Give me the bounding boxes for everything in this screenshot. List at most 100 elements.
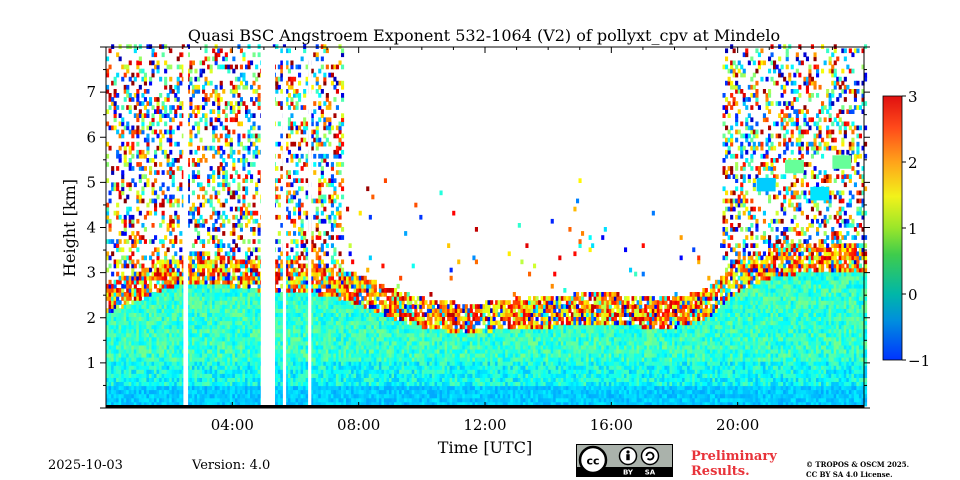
heatmap-cell (300, 153, 304, 159)
heatmap-cell (207, 227, 211, 232)
heatmap-cell (143, 279, 147, 285)
heatmap-cell (138, 68, 142, 74)
heatmap-cell (166, 389, 170, 395)
heatmap-cell (151, 344, 155, 350)
heatmap-cell (287, 401, 291, 407)
heatmap-cell (128, 129, 132, 135)
heatmap-cell (219, 259, 223, 265)
heatmap-cell (126, 393, 130, 399)
heatmap-cell (214, 267, 218, 273)
heatmap-cell (138, 101, 142, 106)
heatmap-cell (290, 296, 294, 301)
heatmap-cell (245, 267, 249, 273)
heatmap-cell (287, 279, 291, 285)
heatmap-cell (214, 312, 218, 317)
heatmap-cell (123, 97, 127, 102)
heatmap-cell (280, 296, 284, 301)
heatmap-cell (247, 328, 251, 334)
heatmap-cell (212, 328, 216, 334)
heatmap-cell (212, 316, 216, 322)
heatmap-cell (108, 308, 112, 313)
heatmap-cell (126, 389, 130, 395)
heatmap-cell (118, 288, 122, 293)
heatmap-cell (217, 145, 221, 151)
heatmap-cell (217, 320, 221, 326)
heatmap-cell (212, 348, 216, 354)
heatmap-cell (154, 320, 158, 326)
heatmap-cell (151, 393, 155, 399)
heatmap-cell (219, 153, 223, 159)
heatmap-cell (285, 361, 289, 366)
heatmap-cell (209, 214, 213, 220)
heatmap-cell (207, 263, 211, 269)
heatmap-cell (224, 320, 228, 326)
heatmap-cell (126, 324, 130, 330)
heatmap-cell (257, 369, 261, 374)
heatmap-cell (189, 97, 193, 102)
heatmap-cell (247, 344, 251, 350)
heatmap-cell (333, 76, 337, 82)
heatmap-cell (290, 283, 294, 289)
heatmap-cell (136, 361, 140, 366)
heatmap-cell (141, 174, 145, 179)
heatmap-cell (300, 263, 304, 269)
heatmap-cell (128, 296, 132, 301)
heatmap-cell (151, 369, 155, 374)
heatmap-cell (285, 267, 289, 273)
heatmap-cell (250, 381, 254, 387)
heatmap-cell (156, 247, 160, 253)
heatmap-cell (136, 247, 140, 253)
heatmap-cell (189, 210, 193, 216)
heatmap-cell (214, 279, 218, 285)
heatmap-cell (121, 76, 125, 82)
heatmap-cell (275, 348, 279, 354)
heatmap-cell (234, 283, 238, 289)
heatmap-cell (176, 267, 180, 273)
heatmap-cell (176, 316, 180, 322)
heatmap-cell (156, 255, 160, 261)
heatmap-cell (138, 357, 142, 362)
heatmap-cell (171, 129, 175, 135)
heatmap-cell (290, 332, 294, 338)
heatmap-cell (212, 153, 216, 159)
heatmap-cell (128, 401, 132, 407)
heatmap-cell (257, 304, 261, 309)
heatmap-cell (257, 397, 261, 403)
heatmap-cell (149, 279, 153, 285)
heatmap-cell (207, 324, 211, 330)
heatmap-cell (113, 373, 117, 378)
heatmap-cell (214, 344, 218, 350)
heatmap-cell (204, 401, 208, 407)
heatmap-cell (181, 105, 185, 110)
heatmap-cell (149, 255, 153, 261)
heatmap-cell (133, 48, 137, 54)
heatmap-cell (252, 361, 256, 366)
heatmap-cell (330, 255, 334, 261)
heatmap-cell (298, 292, 302, 297)
heatmap-cell (149, 357, 153, 362)
heatmap-cell (194, 340, 198, 346)
heatmap-cell (106, 202, 110, 208)
heatmap-cell (229, 255, 233, 261)
heatmap-cell (250, 344, 254, 350)
heatmap-cell (161, 320, 165, 326)
heatmap-cell (285, 259, 289, 265)
heatmap-cell (164, 275, 168, 281)
heatmap-cell (128, 149, 132, 155)
heatmap-cell (290, 304, 294, 309)
heatmap-cell (197, 206, 201, 212)
heatmap-cell (116, 381, 120, 387)
heatmap-cell (126, 300, 130, 305)
heatmap-cell (126, 141, 130, 147)
heatmap-cell (128, 162, 132, 167)
heatmap-cell (169, 288, 173, 293)
heatmap-cell (285, 304, 289, 309)
heatmap-cell (151, 304, 155, 309)
heatmap-cell (287, 84, 291, 90)
heatmap-cell (280, 251, 284, 257)
heatmap-cell (303, 231, 307, 236)
heatmap-cell (111, 296, 115, 301)
heatmap-cell (227, 251, 231, 257)
heatmap-cell (287, 48, 291, 54)
heatmap-cell (202, 153, 206, 159)
